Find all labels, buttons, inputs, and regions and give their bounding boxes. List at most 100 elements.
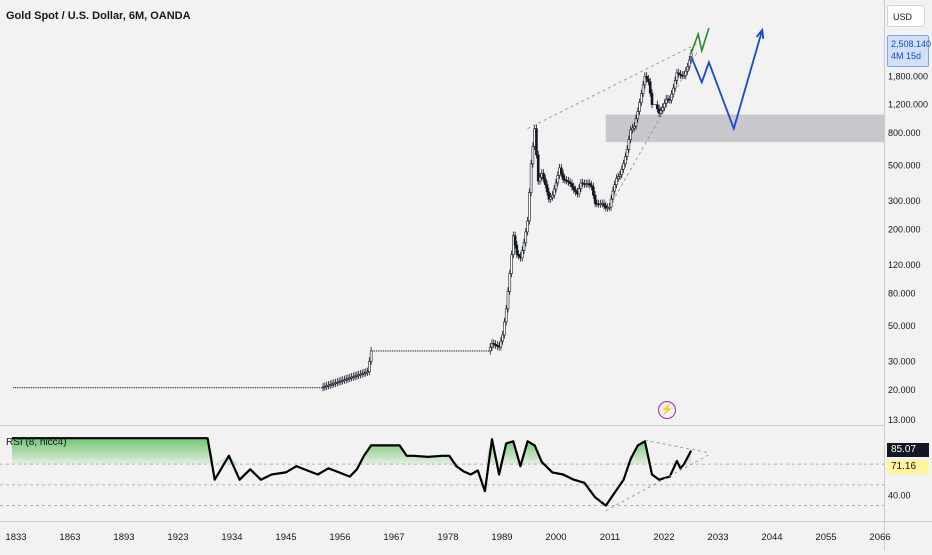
price-candle <box>459 350 461 352</box>
price-candle <box>677 72 680 75</box>
price-candle <box>618 174 622 177</box>
price-candle <box>479 350 481 352</box>
price-candle <box>155 387 157 389</box>
price-pane[interactable] <box>0 0 884 425</box>
price-candle <box>63 387 65 389</box>
price-candle <box>486 350 488 352</box>
rsi-overbought-fill <box>12 438 692 465</box>
price-candle <box>504 308 508 323</box>
price-candle <box>128 387 130 389</box>
price-candle <box>572 186 576 191</box>
price-candle <box>538 176 542 182</box>
price-candle <box>641 84 645 94</box>
price-candle <box>464 350 466 352</box>
price-candle <box>310 387 312 389</box>
price-candle <box>160 387 162 389</box>
price-candle <box>105 387 107 389</box>
price-candle <box>634 118 638 127</box>
price-candle <box>55 387 57 389</box>
price-candle <box>196 387 198 389</box>
price-candle <box>41 387 43 389</box>
price-candle <box>210 387 212 389</box>
price-candle <box>526 220 529 233</box>
price-candle <box>381 350 383 352</box>
price-candle <box>59 387 61 389</box>
price-candle <box>429 350 431 352</box>
price-candle <box>439 350 441 352</box>
price-candle <box>166 387 168 389</box>
price-candle <box>663 102 666 108</box>
time-axis-tick-label: 1893 <box>113 532 134 543</box>
price-candle <box>80 387 82 389</box>
price-candle <box>239 387 241 389</box>
price-candle <box>249 387 251 389</box>
price-candle <box>590 184 593 188</box>
price-candle <box>144 387 146 389</box>
price-candle <box>219 387 221 389</box>
price-candle <box>477 350 479 352</box>
lightning-icon[interactable]: ⚡ <box>658 401 676 419</box>
price-candle <box>407 350 409 352</box>
price-candle <box>577 188 581 195</box>
price-candle <box>436 350 438 352</box>
currency-button[interactable]: USD <box>887 5 925 27</box>
price-candle <box>121 387 123 389</box>
price-candle <box>423 350 425 352</box>
price-candle <box>38 387 40 389</box>
price-candle <box>82 387 84 389</box>
price-axis-tick-label: 30.000 <box>888 357 916 367</box>
price-candle <box>579 182 583 189</box>
price-candle <box>89 387 91 389</box>
price-candle <box>645 76 648 80</box>
time-axis-tick-label: 1956 <box>329 532 350 543</box>
price-candle <box>308 387 310 389</box>
price-candle <box>304 387 306 389</box>
price-candle <box>647 78 650 83</box>
price-candle <box>604 205 608 209</box>
price-candle <box>260 387 262 389</box>
price-candle <box>48 387 50 389</box>
price-candle <box>283 387 285 389</box>
price-axis-tick-label: 120.000 <box>888 260 921 270</box>
price-candle <box>567 180 570 183</box>
price-candle <box>36 387 38 389</box>
last-price-tag: 2,508.140 4M 15d <box>887 35 931 67</box>
price-candle <box>32 387 34 389</box>
price-candle <box>544 178 547 186</box>
price-candle <box>402 350 404 352</box>
time-axis-tick-label: 1989 <box>491 532 512 543</box>
price-candle <box>290 387 292 389</box>
price-candle <box>679 73 682 76</box>
time-axis-tick-label: 2000 <box>545 532 566 543</box>
price-candle <box>98 387 100 389</box>
price-candle <box>455 350 457 352</box>
price-candle <box>620 169 624 176</box>
price-candle <box>570 183 574 188</box>
price-candle <box>167 387 169 389</box>
rsi-line <box>12 437 693 507</box>
price-candle <box>648 81 652 94</box>
price-candle <box>374 350 376 352</box>
price-candle <box>31 387 33 389</box>
price-candle <box>608 206 611 209</box>
price-axis-tick-label: 800.000 <box>888 128 921 138</box>
price-candle <box>157 387 159 389</box>
price-candle <box>656 104 659 110</box>
price-candle <box>638 102 641 112</box>
price-candle <box>205 387 207 389</box>
price-candle <box>508 273 512 292</box>
price-candle <box>39 387 41 389</box>
price-candle <box>613 184 616 192</box>
price-candle <box>61 387 63 389</box>
price-candle <box>228 387 230 389</box>
price-axis-tick-label: 80.000 <box>888 288 916 298</box>
price-candle <box>413 350 415 352</box>
time-axis-tick-label: 1833 <box>5 532 26 543</box>
price-candle <box>73 387 75 389</box>
time-axis-tick-label: 1863 <box>59 532 80 543</box>
price-candle <box>390 350 392 352</box>
price-candle <box>150 387 152 389</box>
price-candle <box>406 350 408 352</box>
